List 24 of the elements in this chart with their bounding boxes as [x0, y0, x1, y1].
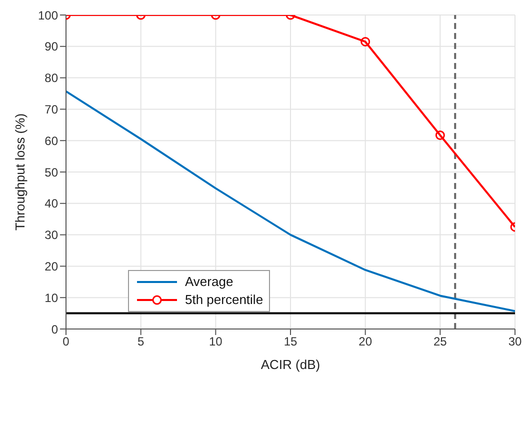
y-tick-label: 90 — [44, 40, 58, 54]
y-tick-label: 40 — [44, 196, 58, 211]
y-tick-label: 60 — [44, 134, 58, 148]
point — [435, 130, 445, 140]
y-tick-label: 10 — [44, 290, 58, 305]
legend-label: Average — [185, 273, 234, 291]
x-tick-label: 30 — [508, 334, 522, 349]
y-tick-label: 50 — [44, 165, 58, 180]
y-axis-title: Throughput loss (%) — [12, 113, 28, 231]
x-axis-title: ACIR (dB) — [260, 357, 320, 372]
y-tick-label: 20 — [44, 259, 58, 274]
line-series — [66, 90, 515, 312]
x-tick-label: 10 — [208, 334, 223, 349]
y-tick-label: 0 — [51, 322, 58, 336]
x-tick-label: 25 — [433, 334, 448, 349]
legend-label: 5th percentile — [185, 291, 264, 309]
y-tick-label: 70 — [44, 102, 58, 116]
y-tick-label: 30 — [44, 228, 58, 242]
y-tick-label: 80 — [44, 71, 58, 86]
x-tick-label: 15 — [284, 334, 298, 349]
x-tick-label: 5 — [137, 334, 144, 349]
x-tick-label: 0 — [62, 334, 70, 349]
y-tick-label: 100 — [38, 8, 58, 22]
x-tick-label: 20 — [358, 334, 372, 349]
